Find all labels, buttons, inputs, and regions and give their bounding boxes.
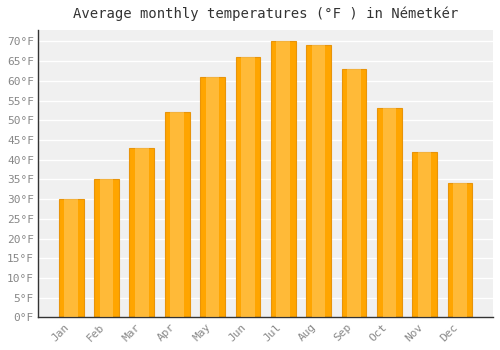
Bar bbox=[64, 199, 78, 317]
Bar bbox=[236, 57, 260, 317]
Bar bbox=[276, 41, 290, 317]
Bar bbox=[347, 69, 361, 317]
Bar bbox=[271, 41, 295, 317]
Bar bbox=[382, 108, 396, 317]
Bar bbox=[135, 148, 148, 317]
Bar bbox=[200, 77, 225, 317]
Bar bbox=[241, 57, 254, 317]
Bar bbox=[170, 112, 184, 317]
Bar bbox=[448, 183, 472, 317]
Bar bbox=[306, 46, 331, 317]
Bar bbox=[453, 183, 467, 317]
Bar bbox=[100, 180, 114, 317]
Bar bbox=[206, 77, 220, 317]
Bar bbox=[342, 69, 366, 317]
Bar bbox=[59, 199, 84, 317]
Title: Average monthly temperatures (°F ) in Németkér: Average monthly temperatures (°F ) in Né… bbox=[73, 7, 458, 21]
Bar bbox=[165, 112, 190, 317]
Bar bbox=[94, 180, 119, 317]
Bar bbox=[377, 108, 402, 317]
Bar bbox=[418, 152, 432, 317]
Bar bbox=[312, 46, 326, 317]
Bar bbox=[130, 148, 154, 317]
Bar bbox=[412, 152, 437, 317]
